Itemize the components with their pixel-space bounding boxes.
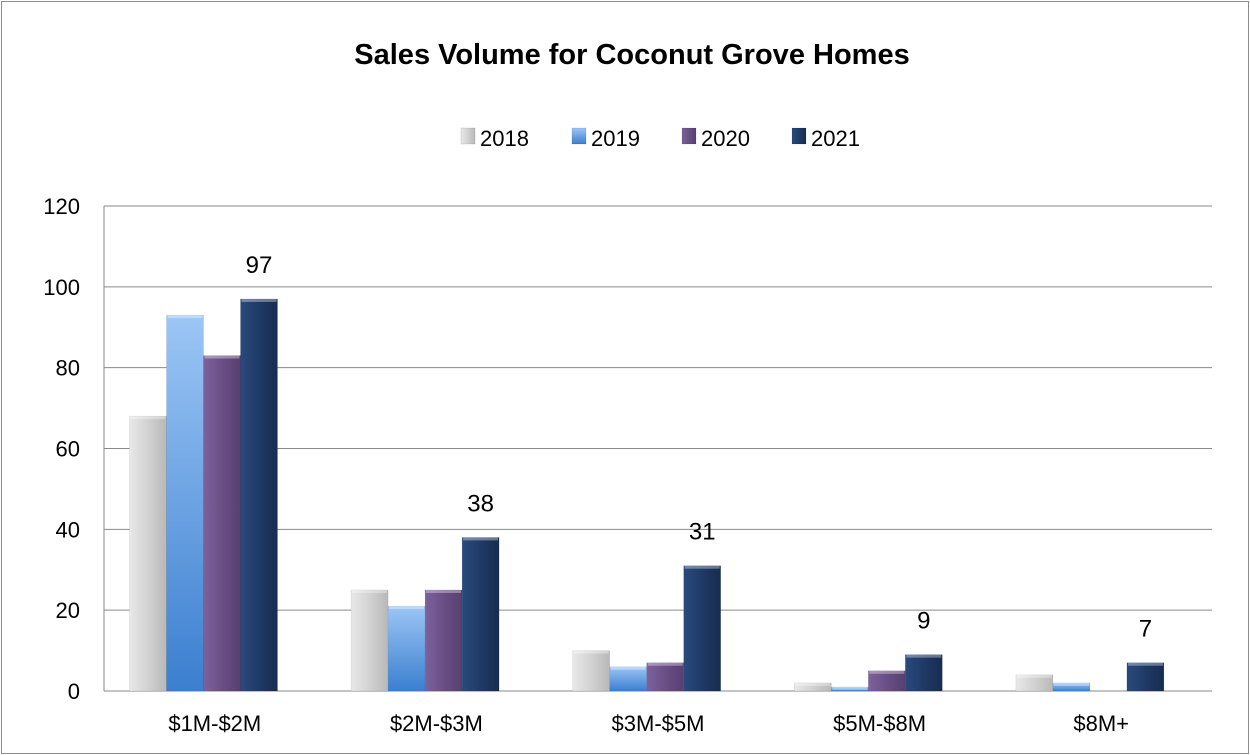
x-tick-label: $3M-$5M [612, 711, 705, 736]
data-label: 97 [246, 252, 273, 279]
bar-highlight [610, 666, 646, 670]
bar-highlight [167, 315, 203, 319]
bar-2020-2 [646, 662, 684, 692]
legend-label-2021: 2021 [811, 126, 860, 151]
bar-2018-1 [350, 589, 389, 692]
bar-highlight [204, 355, 240, 359]
bar-highlight [684, 565, 720, 569]
bar-highlight [869, 670, 905, 674]
data-label: 9 [917, 608, 930, 635]
bar-highlight [389, 606, 425, 610]
bar-2021-3 [905, 654, 943, 692]
x-tick-label: $8M+ [1073, 711, 1129, 736]
bar-highlight [463, 537, 499, 541]
bar-2021-2 [683, 565, 721, 692]
bar-highlight [647, 662, 683, 666]
y-axis: 0 20 40 60 80 100 120 [43, 194, 1212, 704]
legend-label-2018: 2018 [480, 126, 529, 151]
legend-swatch-2018 [460, 127, 476, 145]
bar-highlight [832, 686, 868, 690]
bars [129, 298, 1165, 692]
legend-swatch-2021 [791, 127, 807, 145]
data-label: 38 [467, 490, 494, 517]
bar-2020-0 [203, 355, 241, 692]
bar-highlight [352, 589, 388, 593]
x-axis: $1M-$2M $2M-$3M $3M-$5M $5M-$8M $8M+ [168, 711, 1129, 736]
y-tick-label: 40 [56, 517, 80, 542]
bar-2021-1 [461, 537, 500, 692]
x-tick-label: $2M-$3M [390, 711, 483, 736]
bar-2020-3 [868, 670, 906, 692]
y-tick-label: 100 [43, 275, 80, 300]
bar-2020-1 [424, 589, 463, 692]
bar-highlight [1016, 674, 1052, 678]
bar-2018-2 [572, 650, 610, 692]
bar-highlight [426, 589, 462, 593]
bar-highlight [1053, 682, 1089, 686]
bar-2021-4 [1126, 662, 1165, 692]
legend-swatch-2020 [681, 127, 697, 145]
y-tick-label: 0 [68, 679, 80, 704]
bar-2019-0 [166, 314, 204, 692]
bar-2019-4 [1052, 682, 1091, 692]
bar-2018-4 [1015, 674, 1054, 692]
bar-2021-0 [240, 298, 278, 692]
legend-label-2019: 2019 [591, 126, 640, 151]
bar-2019-2 [609, 666, 647, 692]
gridlines [104, 205, 1212, 611]
legend: 2018 2019 2020 2021 [460, 126, 860, 151]
y-tick-label: 80 [56, 356, 80, 381]
bar-highlight [241, 298, 277, 302]
bar-highlight [130, 416, 166, 420]
bar-highlight [1127, 662, 1163, 666]
legend-swatch-2019 [571, 127, 587, 145]
data-label: 7 [1139, 616, 1152, 643]
y-tick-label: 120 [43, 194, 80, 219]
bar-highlight [795, 682, 831, 686]
chart-title: Sales Volume for Coconut Grove Homes [354, 39, 909, 71]
data-label: 31 [689, 519, 716, 546]
bar-2018-0 [129, 415, 167, 692]
x-tick-label: $5M-$8M [833, 711, 926, 736]
bar-highlight [573, 650, 609, 654]
y-tick-label: 60 [56, 437, 80, 462]
x-tick-label: $1M-$2M [168, 711, 261, 736]
bar-2019-1 [387, 605, 426, 692]
legend-label-2020: 2020 [701, 126, 750, 151]
y-tick-label: 20 [56, 598, 80, 623]
bar-highlight [906, 654, 942, 658]
